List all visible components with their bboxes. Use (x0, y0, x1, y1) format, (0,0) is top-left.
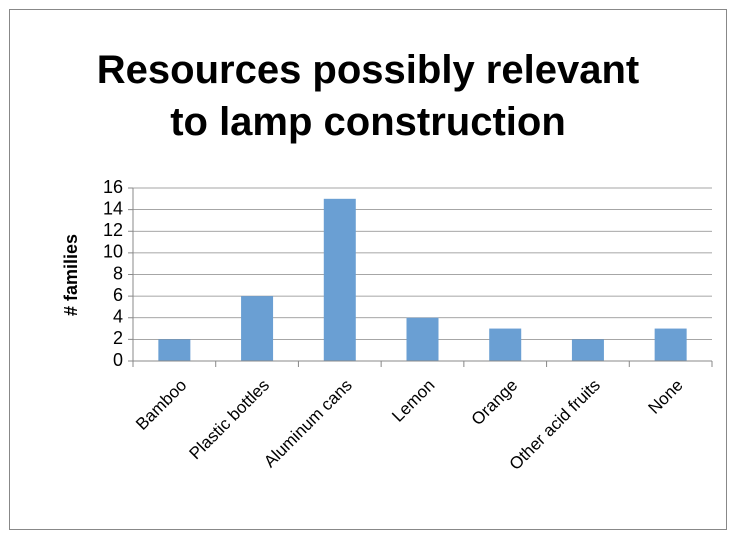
y-tick-label: 16 (103, 177, 123, 197)
chart-border (9, 9, 727, 530)
y-tick-label: 0 (113, 350, 123, 370)
chart-title: Resources possibly relevant to lamp cons… (96, 48, 640, 144)
bar (241, 296, 274, 361)
bar (571, 339, 604, 361)
y-tick-label: 6 (113, 285, 123, 305)
y-tick-label: 8 (113, 263, 123, 283)
bar (323, 198, 356, 361)
bar (158, 339, 191, 361)
y-tick-label: 10 (103, 242, 123, 262)
bar (654, 328, 687, 361)
bar (406, 317, 439, 361)
y-tick-label: 14 (103, 198, 123, 218)
y-axis-label: # families (61, 234, 81, 316)
y-tick-label: 12 (103, 220, 123, 240)
y-tick-label: 2 (113, 328, 123, 348)
y-tick-label: 4 (113, 307, 123, 327)
bar (489, 328, 522, 361)
